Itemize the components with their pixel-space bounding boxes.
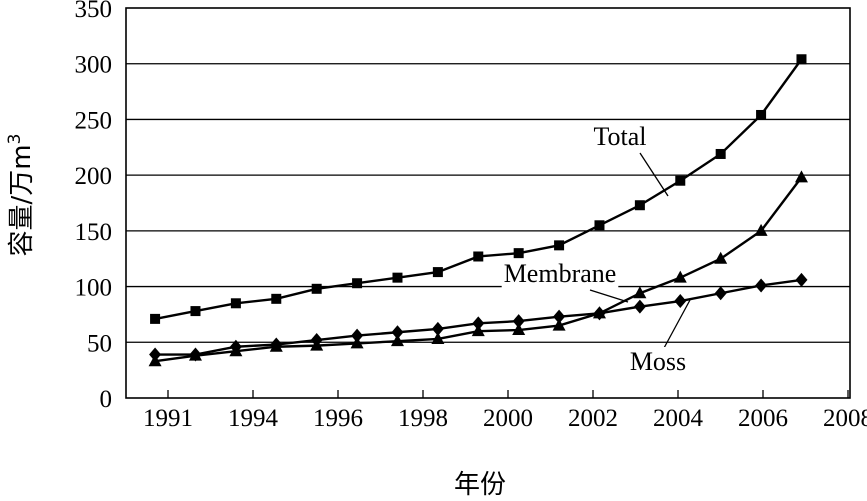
moss-point — [633, 299, 646, 314]
series-label-moss: Moss — [630, 347, 686, 376]
total-point — [513, 248, 524, 259]
total-point — [190, 306, 201, 317]
y-tick-label: 350 — [75, 0, 113, 23]
annotation-bg — [591, 122, 649, 151]
total-point — [675, 175, 686, 186]
annotation-bg — [627, 347, 689, 376]
membrane-point — [754, 223, 768, 236]
moss-point — [553, 309, 566, 324]
y-tick-label: 200 — [75, 163, 113, 190]
series-moss — [149, 272, 808, 362]
y-tick-label: 0 — [100, 386, 113, 413]
total-point — [554, 240, 565, 251]
total-point — [432, 267, 443, 278]
moss-point — [351, 328, 364, 343]
membrane-point — [633, 286, 647, 299]
total-point — [796, 54, 807, 65]
y-tick-label: 100 — [75, 275, 113, 302]
annotation-leader — [663, 299, 691, 349]
x-axis-ticks: 1991 1994 1996 1998 2000 2002 2004 2006 2008 — [143, 390, 867, 432]
annotation-leader — [639, 152, 669, 197]
total-point — [715, 148, 726, 159]
total-point — [352, 278, 363, 289]
x-tick-label: 2000 — [483, 405, 533, 432]
total-point — [756, 109, 767, 120]
total-point — [150, 313, 161, 324]
x-tick-label: 2006 — [738, 405, 788, 432]
annotation-leader — [589, 289, 629, 303]
series-membrane — [148, 170, 808, 367]
membrane-point — [512, 323, 526, 336]
series-total — [150, 54, 807, 324]
x-tick-label: 2004 — [653, 405, 704, 432]
plot-frame — [125, 7, 851, 399]
membrane-point — [794, 170, 808, 183]
membrane-point — [431, 331, 445, 344]
moss-point — [714, 286, 727, 301]
annotation-bg — [501, 259, 619, 288]
membrane-point — [552, 318, 566, 331]
y-tick-label: 50 — [87, 330, 112, 357]
series-annotations: Total Membrane Moss — [501, 122, 691, 376]
total-point — [311, 283, 322, 294]
total-point — [230, 298, 241, 309]
series-label-total: Total — [593, 122, 646, 151]
x-tick-label: 1998 — [398, 405, 448, 432]
total-point — [271, 293, 282, 304]
series-label-membrane: Membrane — [504, 259, 617, 288]
moss-point — [229, 339, 242, 354]
y-tick-label: 250 — [75, 107, 113, 134]
moss-point — [391, 325, 404, 340]
membrane-point — [673, 270, 687, 283]
y-axis-title: 容量/万m3 — [5, 134, 37, 257]
moss-point — [310, 333, 323, 348]
x-tick-label: 1996 — [313, 405, 363, 432]
gridlines — [126, 63, 850, 343]
moss-point — [189, 347, 202, 362]
total-point — [392, 272, 403, 283]
membrane-point — [390, 334, 404, 347]
x-tick-label: 2008 — [823, 405, 867, 432]
total-point — [634, 200, 645, 211]
y-tick-label: 150 — [75, 219, 113, 246]
x-tick-label: 1991 — [143, 405, 193, 432]
moss-point — [755, 278, 768, 293]
moss-point — [472, 316, 485, 331]
moss-point — [149, 347, 162, 362]
membrane-point — [714, 251, 728, 264]
total-point — [473, 251, 484, 262]
y-tick-label: 300 — [75, 52, 113, 79]
moss-point — [795, 272, 808, 287]
moss-point — [270, 337, 283, 352]
moss-point — [431, 321, 444, 336]
total-point — [594, 220, 605, 231]
total-line — [154, 58, 803, 321]
moss-point — [674, 294, 687, 309]
moss-point — [512, 314, 525, 329]
axes — [125, 7, 851, 399]
data-series — [148, 54, 808, 367]
x-tick-label: 2002 — [568, 405, 618, 432]
moss-point — [593, 306, 606, 321]
y-axis-ticks: 0 50 100 150 200 250 300 350 — [75, 0, 113, 413]
x-tick-label: 1994 — [228, 405, 279, 432]
x-axis-title: 年份 — [454, 470, 506, 500]
